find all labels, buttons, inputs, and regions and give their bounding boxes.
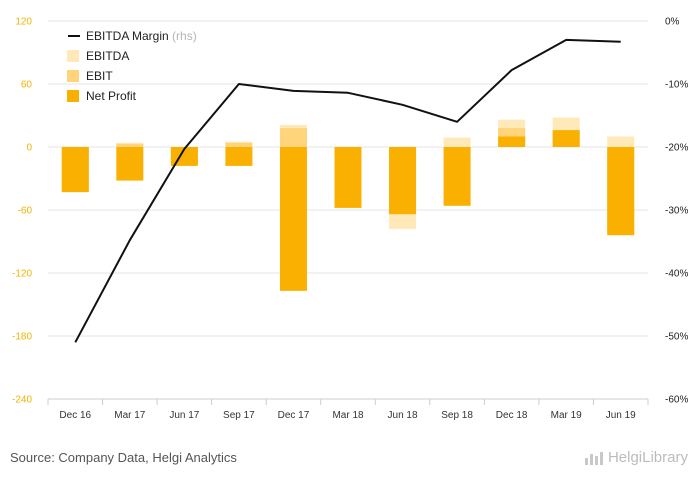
legend-label-ebit: EBIT — [86, 69, 113, 83]
legend-label-ebitda: EBITDA — [86, 49, 129, 63]
bar-net-profit — [552, 130, 580, 147]
y-right-tick-label: 0% — [665, 17, 680, 28]
y-left-tick-label: -240 — [12, 395, 32, 406]
y-left-tick-label: -60 — [18, 206, 33, 217]
y-left-tick-label: 0 — [26, 143, 32, 154]
bar-net-profit — [498, 136, 526, 147]
y-right-tick-label: -20% — [665, 143, 688, 154]
legend-note: (rhs) — [169, 29, 197, 43]
x-tick-label: Mar 17 — [114, 410, 146, 421]
legend-label-net-profit: Net Profit — [86, 89, 137, 103]
legend-swatch-ebitda — [67, 50, 79, 62]
chart: 120 60 0 -60 -120 -180 -240 0% -10% -20% -30% -40%… — [12, 17, 688, 422]
x-tick-label: Jun 17 — [169, 410, 199, 421]
bar-net-profit — [61, 147, 89, 193]
y-right-tick-label: -50% — [665, 332, 688, 343]
legend-swatch-ebit — [67, 70, 79, 82]
x-tick-label: Mar 18 — [332, 410, 364, 421]
grid — [47, 20, 649, 405]
bar-chart-logo-icon — [584, 451, 603, 465]
x-tick-label: Sep 17 — [223, 410, 255, 421]
bar-net-profit — [279, 147, 307, 291]
x-tick-label: Dec 17 — [278, 410, 310, 421]
y-axis-left: 120 60 0 -60 -120 -180 -240 — [12, 17, 32, 406]
bar-ebit — [225, 142, 253, 147]
brand-name: HelgiLibrary — [607, 449, 688, 466]
bar-net-profit — [225, 147, 253, 166]
x-tick-label: Mar 19 — [551, 410, 583, 421]
bar-ebitda — [443, 137, 471, 147]
x-tick-label: Jun 18 — [388, 410, 418, 421]
bars — [61, 117, 635, 291]
bar-net-profit — [607, 147, 635, 236]
y-axis-right: 0% -10% -20% -30% -40% -50% -60% — [665, 17, 688, 406]
brand-logo: HelgiLibrary — [584, 449, 688, 466]
bar-net-profit — [116, 147, 144, 181]
bar-net-profit — [443, 147, 471, 206]
source-note: Source: Company Data, Helgi Analytics — [10, 450, 237, 465]
x-tick-label: Dec 18 — [496, 410, 528, 421]
y-left-tick-label: 120 — [15, 17, 32, 28]
legend-label-ebitda-margin: EBITDA Margin (rhs) — [86, 29, 197, 43]
x-tick-label: Dec 16 — [59, 410, 91, 421]
y-left-tick-label: 60 — [21, 80, 33, 91]
x-tick-label: Sep 18 — [441, 410, 473, 421]
x-axis: Dec 16 Mar 17 Jun 17 Sep 17 Dec 17 Mar 18 Jun … — [59, 410, 636, 421]
y-right-tick-label: -30% — [665, 206, 688, 217]
y-right-tick-label: -10% — [665, 80, 688, 91]
margin-line — [74, 38, 621, 343]
bar-ebit — [279, 128, 307, 147]
legend: EBITDA Margin (rhs) EBITDA EBIT Net Profit — [67, 29, 197, 103]
y-left-tick-label: -120 — [12, 269, 32, 280]
y-left-tick-label: -180 — [12, 332, 32, 343]
bar-ebit — [116, 143, 144, 147]
bar-net-profit — [334, 147, 362, 208]
y-right-tick-label: -40% — [665, 269, 688, 280]
bar-net-profit — [389, 147, 417, 215]
x-tick-label: Jun 19 — [606, 410, 636, 421]
legend-swatch-net-profit — [67, 90, 79, 102]
bar-ebitda — [607, 136, 635, 147]
y-right-tick-label: -60% — [665, 395, 688, 406]
